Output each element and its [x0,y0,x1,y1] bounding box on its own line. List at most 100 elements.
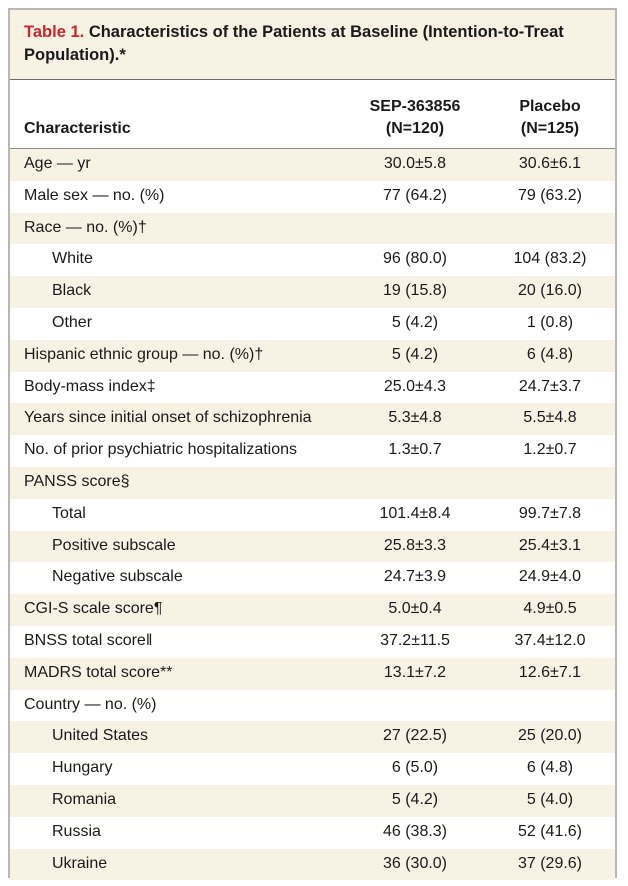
table-row: Race — no. (%)† [10,212,615,245]
table-row: Hispanic ethnic group — no. (%)† 5 (4.2)… [10,339,615,372]
row-label: Country — no. (%) [24,695,157,713]
row-value-sep363856: 5.0±0.4 [388,600,442,618]
table-row: Total 101.4±8.4 99.7±7.8 [10,499,615,531]
table-row: No. of prior psychiatric hospitalization… [10,435,615,467]
row-label: Male sex — no. (%) [24,186,165,204]
table-row: Hungary 6 (5.0) 6 (4.8) [10,753,615,785]
row-value-sep363856: 13.1±7.2 [383,663,447,681]
table-row: CGI-S scale score¶ 5.0±0.4 4.9±0.5 [10,594,615,626]
header-characteristic: Characteristic [24,120,131,137]
row-value-sep363856: 46 (38.3) [382,822,448,840]
row-label: No. of prior psychiatric hospitalization… [24,441,298,459]
row-label: White [52,250,93,268]
table-row: United States 27 (22.5) 25 (20.0) [10,721,615,754]
row-value-placebo: 1 (0.8) [526,313,574,331]
table-title: Table 1. Characteristics of the Patients… [10,10,615,79]
row-value-sep363856: 96 (80.0) [382,250,448,268]
row-value-placebo: 30.6±6.1 [518,155,582,172]
table-row: Other 5 (4.2) 1 (0.8) [10,308,615,340]
title-divider [10,79,615,80]
row-value-placebo: 25.4±3.1 [518,536,582,554]
row-value-sep363856: 77 (64.2) [382,186,448,204]
table-number: Table 1. [24,23,85,41]
row-label: Russia [52,822,101,840]
row-value-placebo: 5.5±4.8 [523,409,577,427]
table-row: White 96 (80.0) 104 (83.2) [10,244,615,276]
row-value-sep363856: 1.3±0.7 [388,441,442,459]
table-row: Ukraine 36 (30.0) 37 (29.6) [10,848,615,881]
table-row: Positive subscale 25.8±3.3 25.4±3.1 [10,530,615,563]
row-label: Positive subscale [52,536,176,554]
row-value-sep363856: 5.3±4.8 [388,409,442,427]
row-label: Race — no. (%)† [24,218,147,236]
table-row: Country — no. (%) [10,690,615,722]
row-value-sep363856: 6 (5.0) [391,759,439,777]
table-row: Black 19 (15.8) 20 (16.0) [10,276,615,308]
row-label: Body-mass index‡ [24,377,156,395]
row-value-placebo: 24.7±3.7 [518,377,582,395]
header-col2-name: Placebo [519,98,581,115]
row-label: Negative subscale [52,568,183,586]
row-value-placebo: 1.2±0.7 [523,441,577,459]
header-col1-name: SEP-363856 [369,98,461,115]
row-value-sep363856: 101.4±8.4 [379,504,451,522]
row-value-sep363856: 36 (30.0) [382,854,448,872]
row-value-sep363856: 5 (4.2) [391,313,439,331]
row-value-placebo: 5 (4.0) [526,790,574,808]
table-caption: Characteristics of the Patients at Basel… [24,23,564,64]
row-value-sep363856: 25.0±4.3 [383,377,447,395]
row-label: United States [52,727,149,745]
row-value-placebo: 4.9±0.5 [523,600,577,618]
row-value-sep363856: 5 (4.2) [391,345,439,363]
row-value-sep363856: 37.2±11.5 [380,631,450,649]
row-value-placebo: 20 (16.0) [517,282,583,300]
table-row: PANSS score§ [10,466,615,499]
row-value-placebo: 99.7±7.8 [518,504,582,522]
row-label: Black [52,282,92,300]
header-col2-n: (N=125) [520,120,580,137]
row-label: Ukraine [52,854,108,872]
row-label: Age — yr [24,155,91,172]
row-value-placebo: 6 (4.8) [526,345,574,363]
table-row: Romania 5 (4.2) 5 (4.0) [10,784,615,817]
table-row: MADRS total score** 13.1±7.2 12.6±7.1 [10,657,615,690]
table-body: Age — yr 30.0±5.8 30.6±6.1 Male sex — no… [10,149,615,881]
row-value-placebo: 6 (4.8) [526,759,574,777]
table-row: Negative subscale 24.7±3.9 24.9±4.0 [10,562,615,594]
row-value-placebo: 104 (83.2) [513,250,587,268]
row-label: BNSS total score‖ [24,631,153,649]
row-value-placebo: 79 (63.2) [517,186,583,204]
row-value-sep363856: 19 (15.8) [382,282,448,300]
table-frame: Table 1. Characteristics of the Patients… [8,8,617,881]
row-value-sep363856: 27 (22.5) [382,727,448,745]
table-header: Characteristic SEP-363856 (N=120) Placeb… [10,88,615,144]
header-col1-n: (N=120) [385,120,445,137]
table-row: Body-mass index‡ 25.0±4.3 24.7±3.7 [10,372,615,404]
row-value-placebo: 12.6±7.1 [518,663,582,681]
row-value-placebo: 25 (20.0) [517,727,583,745]
table-row: Male sex — no. (%) 77 (64.2) 79 (63.2) [10,181,615,213]
row-value-sep363856: 5 (4.2) [391,790,439,808]
row-value-placebo: 52 (41.6) [517,822,583,840]
row-value-sep363856: 25.8±3.3 [383,536,447,554]
row-label: Hungary [52,759,113,777]
row-label: Hispanic ethnic group — no. (%)† [24,345,264,363]
row-label: Other [52,313,93,331]
row-label: Romania [52,790,117,808]
row-value-sep363856: 30.0±5.8 [383,155,447,172]
table-row: Years since initial onset of schizophren… [10,403,615,436]
row-value-placebo: 37 (29.6) [517,854,583,872]
header-divider [10,148,615,149]
row-label: Total [52,504,86,522]
row-value-placebo: 24.9±4.0 [518,568,582,586]
row-value-sep363856: 24.7±3.9 [383,568,447,586]
table-row: BNSS total score‖ 37.2±11.5 37.4±12.0 [10,626,615,658]
row-value-placebo: 37.4±12.0 [514,631,586,649]
table-row: Age — yr 30.0±5.8 30.6±6.1 [10,149,615,181]
row-label: Years since initial onset of schizophren… [24,409,312,427]
row-label: PANSS score§ [24,472,130,490]
row-label: CGI-S scale score¶ [24,600,163,618]
table-row: Russia 46 (38.3) 52 (41.6) [10,817,615,849]
header-col-placebo: Placebo (N=125) [490,96,610,140]
header-col-sep363856: SEP-363856 (N=120) [340,96,490,140]
